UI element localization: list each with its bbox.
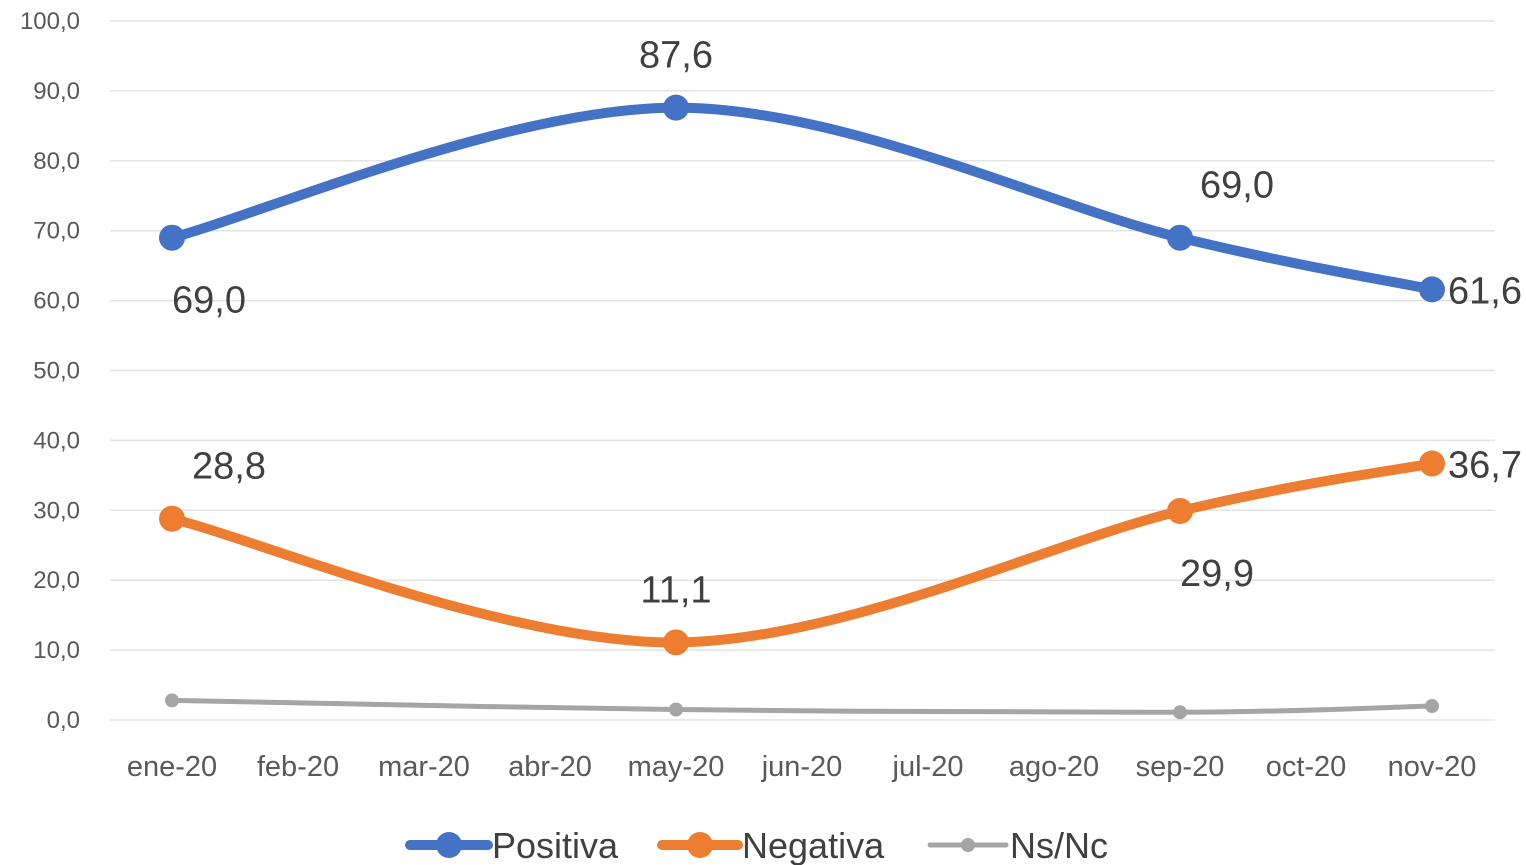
data-label: 29,9 (1180, 553, 1254, 595)
data-point-negativa (1167, 497, 1193, 524)
y-tick-label: 80,0 (33, 148, 80, 175)
data-point-negativa (663, 629, 689, 656)
data-label: 11,1 (640, 569, 711, 611)
y-tick-label: 40,0 (33, 427, 80, 454)
data-point-ns-nc (165, 693, 179, 708)
y-tick-label: 100,0 (20, 8, 80, 35)
data-label: 69,0 (1200, 165, 1274, 207)
data-label: 69,0 (172, 280, 246, 322)
legend-item-negativa: Negativa (657, 825, 885, 865)
y-tick-label: 10,0 (33, 637, 80, 664)
legend-swatch-marker (687, 832, 713, 858)
data-point-negativa (159, 505, 185, 532)
y-axis-ticks: 0,0 10,0 20,0 30,0 40,0 50,0 60,0 70,0 80,0 90,0 1… (20, 8, 80, 734)
legend-item-ns-nc: Ns/Nc (927, 825, 1108, 865)
x-tick-label: nov-20 (1388, 751, 1477, 783)
data-labels: 69,0 87,6 69,0 61,6 28,8 11,1 29,9 36,7 (172, 35, 1522, 612)
data-label: 28,8 (192, 446, 266, 488)
y-tick-label: 70,0 (33, 218, 80, 245)
legend: Positiva Negativa Ns/Nc (405, 825, 1108, 865)
data-point-positiva (1167, 224, 1193, 251)
x-tick-label: abr-20 (508, 751, 592, 783)
series-line-negativa (167, 458, 1437, 648)
data-point-ns-nc (669, 702, 683, 717)
data-label: 36,7 (1448, 444, 1522, 486)
series-line-ns-nc (169, 697, 1435, 715)
data-point-ns-nc (1173, 705, 1187, 720)
x-tick-label: jun-20 (761, 751, 843, 783)
data-label: 87,6 (639, 35, 713, 77)
legend-label: Negativa (742, 825, 885, 865)
x-tick-label: ene-20 (127, 751, 217, 783)
legend-item-positiva: Positiva (405, 825, 619, 865)
series-markers (159, 94, 1445, 720)
y-tick-label: 0,0 (47, 707, 80, 734)
series-lines (167, 102, 1437, 715)
x-tick-label: mar-20 (378, 751, 470, 783)
data-label: 61,6 (1448, 270, 1522, 312)
y-tick-label: 60,0 (33, 288, 80, 315)
x-tick-label: may-20 (628, 751, 725, 783)
y-tick-label: 30,0 (33, 497, 80, 524)
series-line-positiva (167, 102, 1437, 295)
data-point-ns-nc (1425, 699, 1439, 714)
y-tick-label: 20,0 (33, 567, 80, 594)
y-tick-label: 50,0 (33, 358, 80, 385)
data-point-negativa (1419, 450, 1445, 477)
x-tick-label: feb-20 (257, 751, 339, 783)
data-point-positiva (663, 94, 689, 121)
x-tick-label: oct-20 (1266, 751, 1347, 783)
data-point-positiva (159, 224, 185, 251)
x-axis-ticks: ene-20 feb-20 mar-20 abr-20 may-20 jun-20 jul-… (127, 751, 1476, 783)
y-tick-label: 90,0 (33, 78, 80, 105)
legend-label: Ns/Nc (1010, 825, 1108, 865)
data-point-positiva (1419, 276, 1445, 303)
legend-swatch-marker (436, 832, 462, 858)
legend-label: Positiva (492, 825, 619, 865)
legend-swatch-marker (961, 838, 975, 852)
x-tick-label: sep-20 (1136, 751, 1225, 783)
gridlines (110, 20, 1495, 721)
x-tick-label: ago-20 (1009, 751, 1099, 783)
x-tick-label: jul-20 (892, 751, 964, 783)
